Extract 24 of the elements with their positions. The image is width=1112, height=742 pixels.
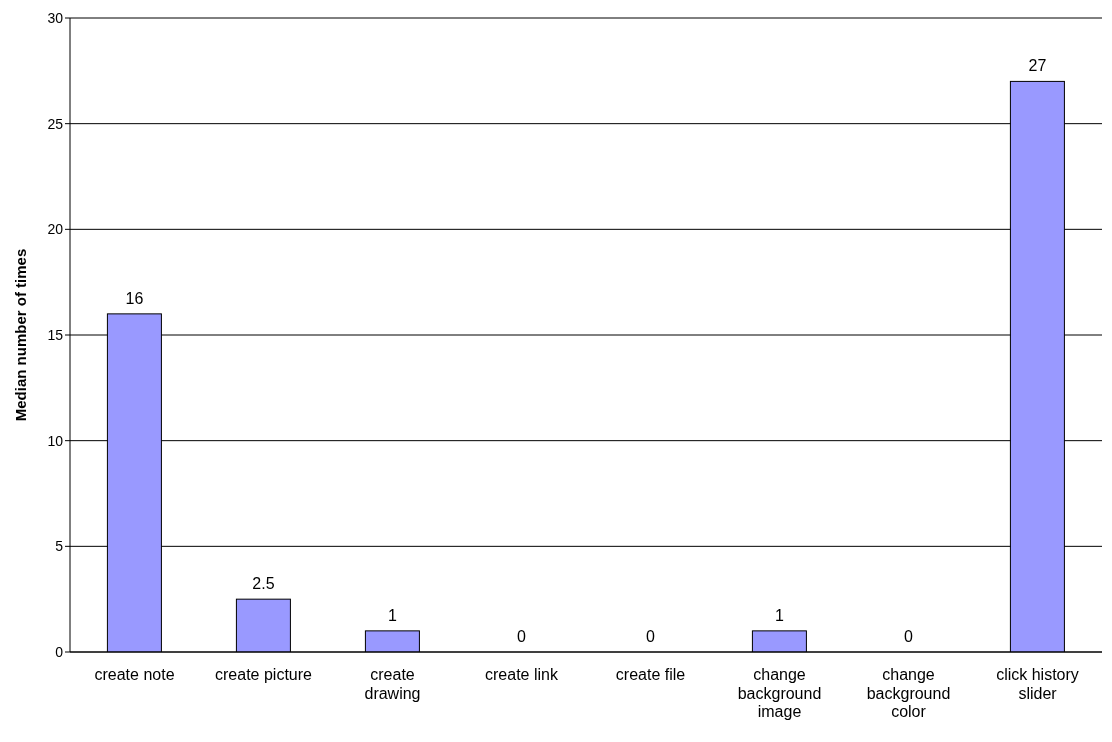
data-label: 0 <box>645 628 655 645</box>
x-tick-label: create note <box>94 666 175 684</box>
x-tick-label: click history slider <box>996 666 1079 702</box>
x-tick-label: change background image <box>737 666 822 721</box>
x-tick-label: create drawing <box>364 666 421 702</box>
x-tick-label: change background color <box>866 666 951 721</box>
y-axis-title: Median number of times <box>12 248 30 422</box>
y-tick-label: 25 <box>47 115 64 132</box>
x-tick-label: create picture <box>215 666 313 684</box>
y-tick-label: 30 <box>47 9 64 26</box>
y-tick-label: 20 <box>47 221 64 238</box>
data-label: 1 <box>774 606 784 624</box>
data-label: 2.5 <box>252 575 275 593</box>
data-label: 27 <box>1028 57 1047 75</box>
data-label: 1 <box>387 606 397 624</box>
data-label: 16 <box>125 289 144 307</box>
y-tick-label: 15 <box>47 326 64 343</box>
y-tick-label: 5 <box>55 538 64 555</box>
y-tick-label: 10 <box>47 432 64 449</box>
data-label: 0 <box>516 628 526 645</box>
x-tick-label: create file <box>615 666 686 684</box>
data-label: 0 <box>903 628 913 645</box>
y-tick-label: 0 <box>55 643 64 660</box>
x-tick-label: create link <box>485 666 559 684</box>
